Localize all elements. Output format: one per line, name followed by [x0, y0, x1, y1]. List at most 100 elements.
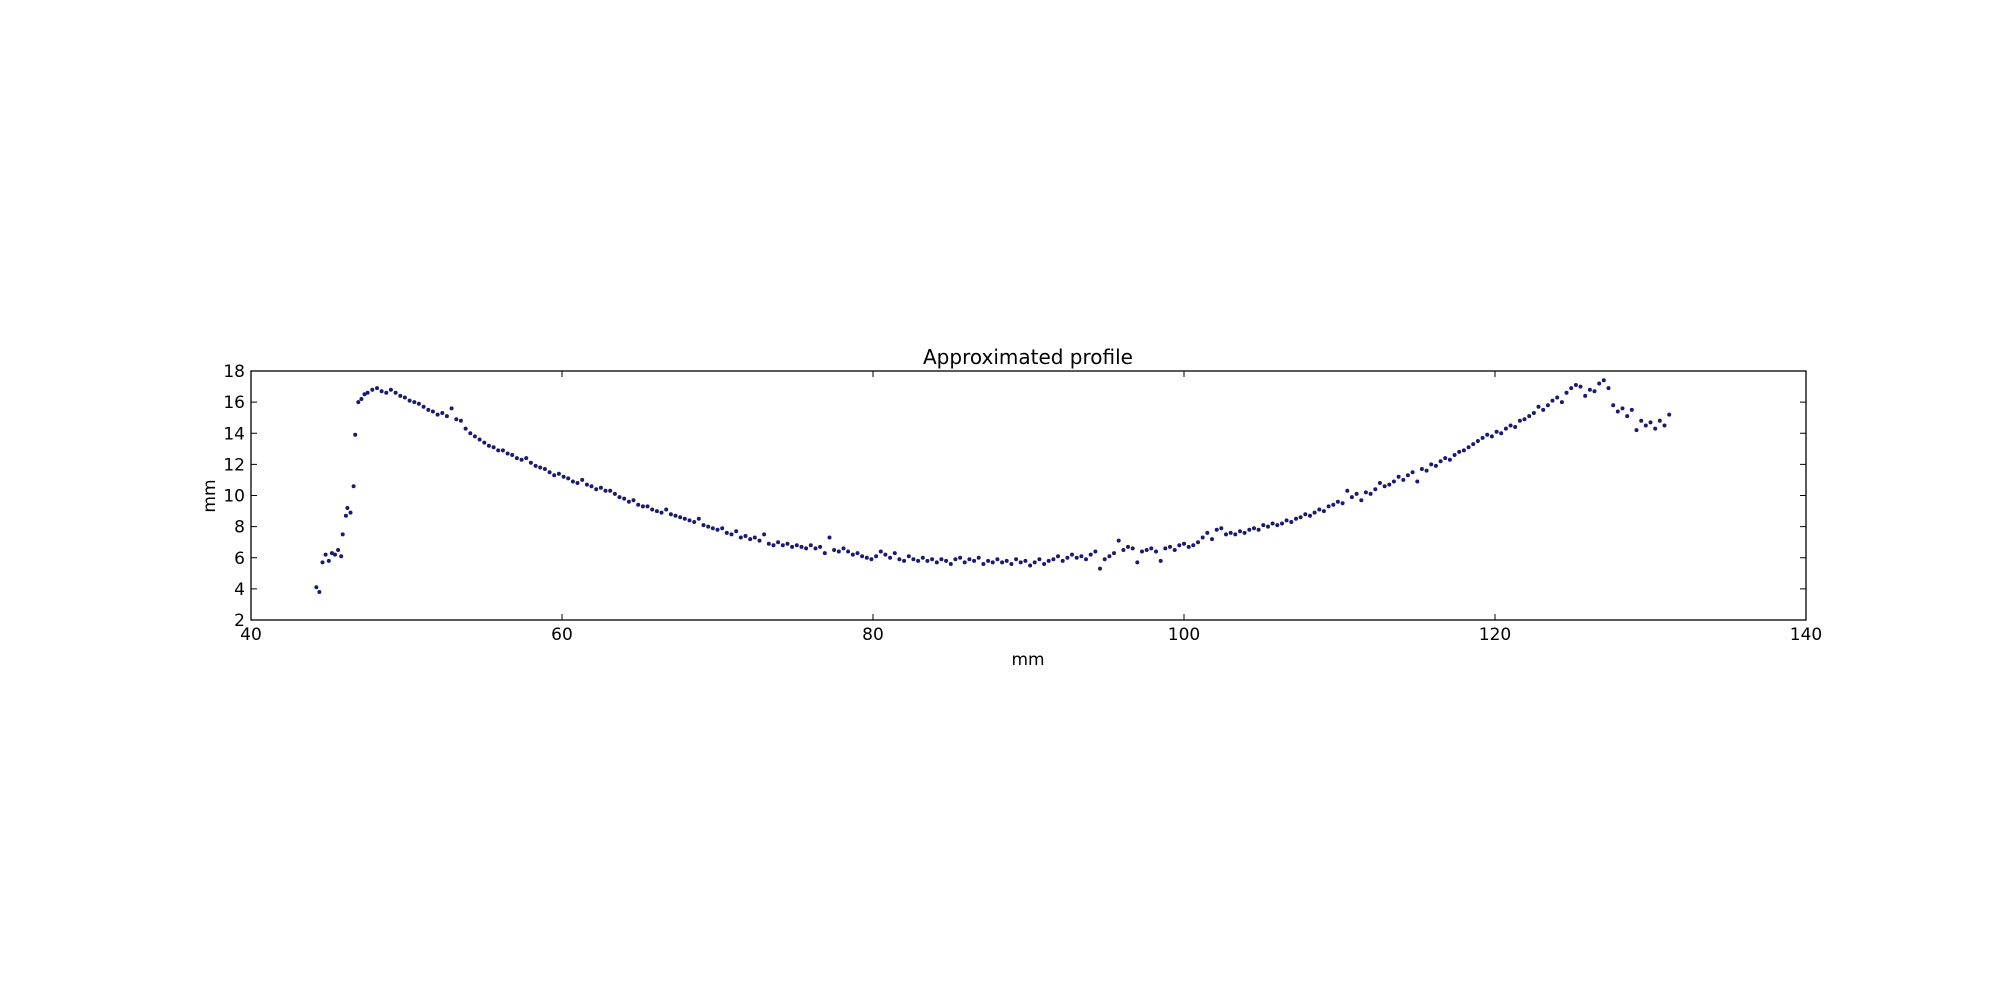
data-point	[1247, 527, 1252, 532]
data-point	[1042, 562, 1047, 566]
data-point	[379, 389, 384, 394]
data-point	[524, 456, 529, 461]
data-point	[1452, 453, 1457, 457]
data-point	[981, 562, 986, 566]
data-point	[1065, 555, 1070, 560]
data-point	[1060, 558, 1065, 563]
data-point	[659, 510, 664, 515]
data-point	[1382, 484, 1387, 489]
data-point	[1233, 532, 1238, 537]
data-point	[836, 549, 841, 554]
y-tick-label: 12	[223, 455, 245, 475]
x-tick-label: 100	[1168, 625, 1200, 645]
data-point	[813, 546, 818, 551]
data-point	[724, 530, 729, 535]
data-point	[1023, 558, 1028, 563]
data-point	[654, 509, 659, 514]
data-point	[598, 485, 603, 490]
data-point	[612, 491, 617, 496]
data-point	[1662, 423, 1667, 428]
data-point	[734, 529, 739, 534]
data-point	[343, 513, 348, 518]
data-point	[486, 443, 491, 448]
axis-ticks: 40 60 80 100 120 140 2 4 6 8 10 12 14 16 18	[223, 362, 1822, 645]
data-point	[1475, 439, 1480, 443]
data-point	[1056, 554, 1060, 559]
plot-area-frame	[250, 370, 1807, 621]
data-point	[818, 544, 823, 549]
data-point	[1657, 418, 1662, 423]
data-point	[384, 390, 389, 395]
data-point	[500, 448, 505, 453]
data-point	[678, 515, 683, 520]
data-point	[1387, 482, 1392, 487]
data-point	[1587, 387, 1592, 392]
data-point	[608, 488, 613, 493]
data-point	[1009, 562, 1014, 566]
data-point	[1541, 407, 1546, 412]
x-tick-label: 140	[1790, 625, 1822, 645]
data-point	[1205, 530, 1210, 535]
data-point	[1154, 549, 1158, 554]
data-point	[1466, 445, 1471, 450]
data-point	[673, 513, 678, 518]
y-tick-label: 14	[223, 424, 245, 444]
data-point	[356, 400, 361, 405]
data-point	[864, 555, 869, 560]
data-point	[1308, 513, 1312, 518]
data-point	[808, 543, 813, 548]
data-point	[1186, 544, 1191, 549]
data-point	[538, 465, 543, 470]
data-point	[561, 474, 566, 479]
data-point	[948, 562, 953, 566]
data-point	[1443, 456, 1448, 461]
data-point	[1419, 467, 1424, 471]
data-point	[986, 558, 991, 563]
data-point	[1410, 470, 1415, 475]
data-point	[329, 551, 334, 556]
data-point	[1625, 414, 1630, 419]
data-point	[939, 557, 944, 562]
data-point	[1158, 558, 1163, 563]
data-point	[1228, 530, 1233, 535]
data-point	[458, 418, 463, 423]
data-point	[1037, 557, 1042, 562]
data-point	[706, 524, 711, 529]
data-point	[1032, 560, 1037, 565]
data-point	[958, 555, 963, 560]
data-point	[1335, 499, 1340, 504]
data-point	[1573, 383, 1578, 387]
data-point	[668, 512, 673, 517]
data-point	[860, 554, 865, 559]
data-point	[393, 390, 398, 395]
data-point	[776, 540, 781, 545]
data-point	[944, 558, 949, 563]
data-point	[1144, 548, 1149, 552]
data-point	[1298, 515, 1303, 520]
data-point	[1191, 543, 1196, 548]
data-point	[1098, 566, 1102, 571]
data-point	[314, 585, 319, 590]
data-point	[362, 392, 367, 397]
data-point	[435, 412, 440, 417]
data-point	[715, 527, 720, 532]
data-point	[1242, 530, 1247, 535]
data-point	[1522, 417, 1527, 422]
data-point	[972, 558, 977, 563]
data-point	[1648, 420, 1653, 425]
data-point	[1354, 491, 1359, 496]
data-point	[1405, 473, 1410, 478]
data-point	[1597, 381, 1602, 386]
data-point	[1545, 403, 1550, 408]
data-point	[930, 557, 935, 562]
data-point	[1629, 407, 1634, 412]
data-point	[1489, 434, 1494, 439]
data-point	[1517, 418, 1522, 423]
data-point	[1135, 560, 1140, 565]
data-point	[892, 551, 897, 556]
data-point	[636, 502, 641, 507]
data-point	[603, 488, 608, 493]
y-tick-label: 16	[223, 393, 245, 413]
data-point	[1028, 563, 1033, 568]
